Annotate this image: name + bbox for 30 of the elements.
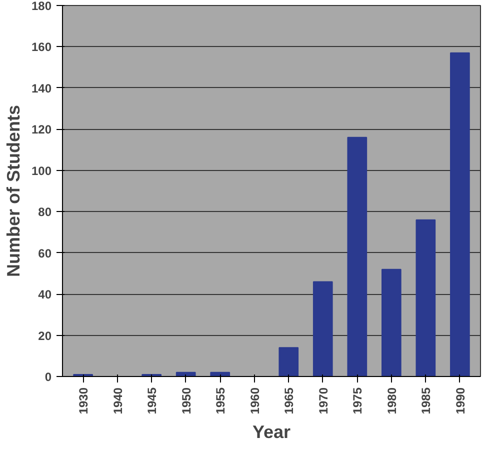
y-axis-title: Number of Students [3, 104, 24, 277]
bar [312, 281, 333, 376]
y-tick-label: 140 [31, 81, 52, 96]
y-tick-label: 0 [44, 370, 52, 384]
y-tick-label: 20 [38, 328, 52, 343]
x-tick-label: 1955 [214, 387, 228, 414]
x-tick-label: 1960 [248, 387, 262, 414]
x-tick-label: 1945 [145, 387, 160, 414]
x-tick-label: 1950 [179, 387, 194, 414]
y-tick-label: 160 [31, 40, 52, 54]
x-tick-label: 1980 [384, 387, 399, 414]
x-tick-label: 1940 [110, 387, 125, 414]
x-tick-label: 1985 [419, 387, 434, 414]
x-tick-label: 1965 [282, 387, 296, 414]
x-tick-label: 1975 [350, 387, 365, 414]
x-axis-title: Year [252, 422, 291, 442]
y-tick-label: 120 [31, 122, 52, 137]
bar [381, 268, 402, 376]
bar [347, 136, 368, 376]
y-tick-label: 60 [38, 246, 52, 260]
bar [416, 219, 436, 376]
y-tick-label: 100 [31, 164, 52, 178]
y-tick-label: 180 [31, 0, 52, 13]
bar [450, 52, 470, 376]
y-tick-label: 40 [38, 288, 52, 302]
bar [278, 347, 299, 376]
x-tick-label: 1990 [453, 387, 468, 414]
x-tick-label: 1970 [316, 387, 330, 414]
x-tick-label: 1930 [76, 387, 91, 414]
y-tick-label: 80 [38, 205, 52, 220]
